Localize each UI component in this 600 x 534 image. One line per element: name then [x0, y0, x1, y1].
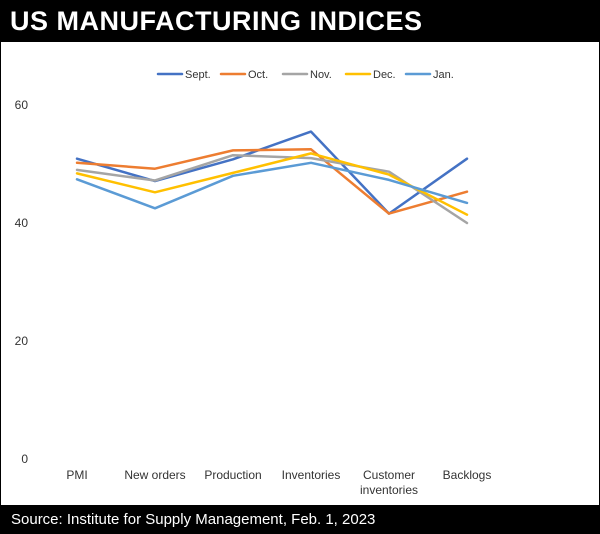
- chart-title: US MANUFACTURING INDICES: [10, 6, 423, 36]
- x-tick-label: PMI: [66, 468, 87, 482]
- x-tick-label: Customer: [363, 468, 415, 482]
- x-tick-label: Backlogs: [443, 468, 492, 482]
- series-line: [75, 130, 469, 215]
- series-line: [75, 152, 469, 216]
- x-tick-label: Inventories: [282, 468, 341, 482]
- legend-label: Sept.: [185, 69, 211, 81]
- y-tick-label: 20: [15, 334, 29, 348]
- legend-label: Dec.: [373, 69, 396, 81]
- title-bar: US MANUFACTURING INDICES: [0, 0, 600, 42]
- line-chart: 0 20 40 60 PMI New orders Production Inventorie…: [15, 69, 492, 497]
- footer-bar: Source: Institute for Supply Management,…: [0, 505, 600, 534]
- y-tick-label: 40: [15, 216, 29, 230]
- series-line: [75, 148, 469, 215]
- y-tick-label: 0: [21, 452, 28, 466]
- legend-label: Jan.: [433, 69, 454, 81]
- y-tick-label: 60: [15, 98, 29, 112]
- x-tick-label: New orders: [124, 468, 185, 482]
- legend-label: Nov.: [310, 69, 332, 81]
- x-tick-label: inventories: [360, 483, 418, 497]
- series-line: [75, 153, 469, 225]
- source-note: Source: Institute for Supply Management,…: [11, 511, 376, 528]
- x-tick-label: Production: [204, 468, 261, 482]
- series-line: [75, 161, 469, 210]
- legend-label: Oct.: [248, 69, 268, 81]
